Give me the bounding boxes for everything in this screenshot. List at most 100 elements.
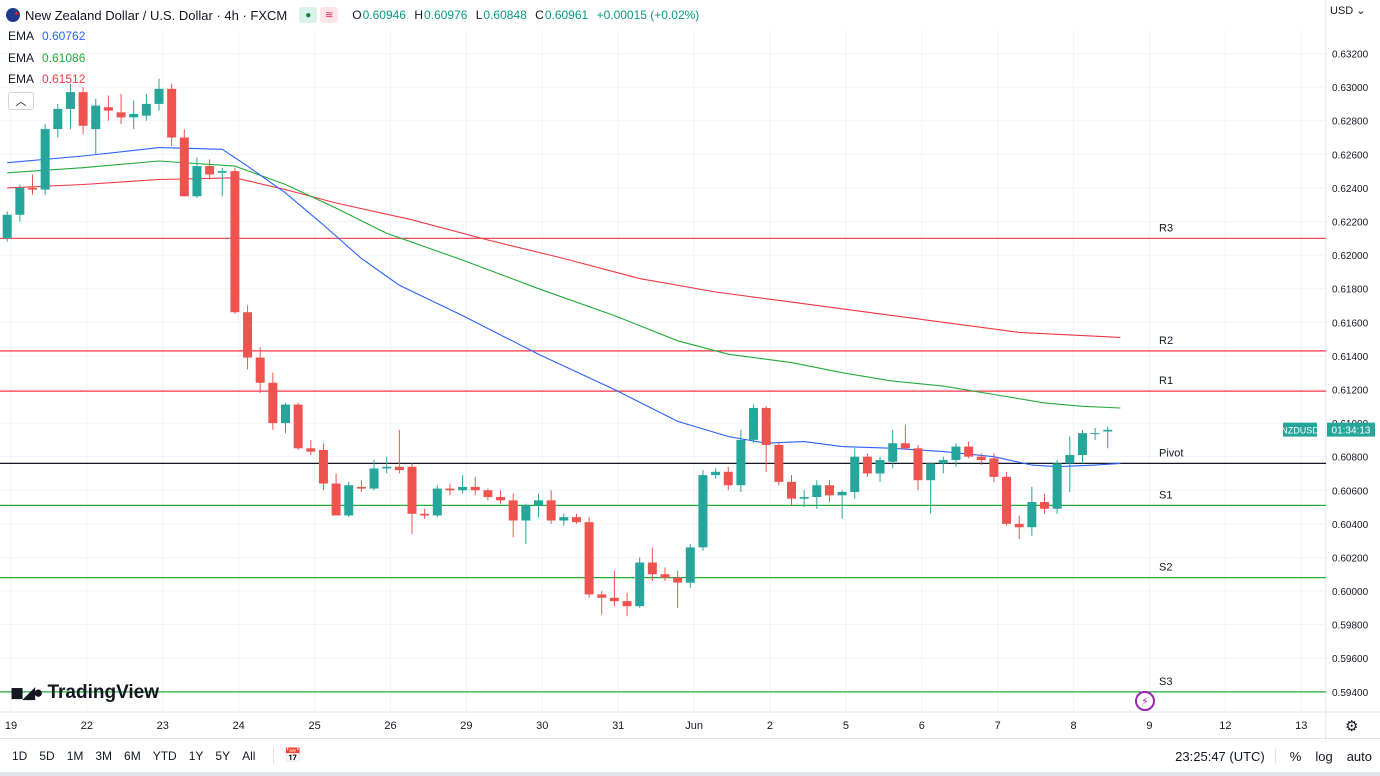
timeframe-6m[interactable]: 6M (124, 748, 141, 763)
market-status-icon[interactable]: ● (299, 7, 318, 23)
candle-body (40, 129, 50, 190)
candle-body (597, 594, 607, 598)
ema-row-3[interactable]: EMA 0.61512 (8, 69, 85, 89)
calendar-icon[interactable]: 📅 (273, 747, 302, 764)
y-tick-label: 0.59600 (1332, 654, 1369, 665)
y-tick-label: 0.60400 (1332, 520, 1369, 531)
logo-text: TradingView (47, 682, 160, 703)
candle-body (382, 466, 392, 469)
candle-body (622, 601, 632, 607)
candle-body (938, 460, 948, 464)
wave-icon[interactable]: ≋ (320, 7, 339, 23)
y-tick-label: 0.62000 (1332, 251, 1369, 262)
candle-body (1090, 433, 1100, 435)
candle-body (888, 443, 898, 462)
change-value: +0.00015 (+0.02%) (596, 8, 700, 22)
y-tick-label: 0.63000 (1332, 83, 1369, 94)
candle-body (989, 458, 999, 477)
tradingview-logo[interactable]: ◼◢● TradingView (10, 682, 159, 704)
candle-body (1002, 476, 1012, 524)
pivot-level-label: S1 (1159, 489, 1172, 501)
x-tick-label: 6 (919, 720, 925, 732)
candle-body (344, 485, 354, 516)
candle-body (673, 577, 683, 583)
candle-body (736, 439, 746, 486)
open-key: O (352, 8, 362, 22)
candle-body (91, 105, 101, 130)
timeframe-5y[interactable]: 5Y (215, 748, 231, 763)
ema-value: 0.60762 (42, 29, 86, 43)
candle-body (926, 463, 936, 481)
log-toggle[interactable]: log (1315, 748, 1333, 764)
candle-body (154, 88, 164, 104)
price-chart[interactable]: 0.63200 0.63000 0.62800 0.62600 0.62400 0.622… (0, 0, 1380, 740)
candle-body (129, 113, 139, 118)
candle-body (445, 488, 455, 491)
candle-body (812, 485, 822, 497)
timeframe-list: 1D 5D 1M 3M 6M YTD 1Y 5Y All (6, 749, 261, 763)
candle-body (685, 547, 695, 583)
countdown-tag-bg (1327, 422, 1375, 437)
candle-body (976, 456, 986, 461)
gear-icon[interactable]: ⚙ (1345, 718, 1359, 735)
candle-body (167, 88, 177, 138)
y-tick-label: 0.59800 (1332, 621, 1369, 632)
candle-body (243, 312, 253, 358)
clock[interactable]: 23:25:47 (UTC) (1175, 748, 1276, 764)
symbol-title[interactable]: New Zealand Dollar / U.S. Dollar · 4h · … (25, 7, 288, 23)
chevron-down-icon: ⌄ (1356, 5, 1366, 17)
open-value: 0.60946 (362, 8, 406, 22)
ohlc-values: O0.60946 H0.60976 L0.60848 C0.60961 +0.0… (352, 8, 704, 22)
y-tick-label: 0.61600 (1332, 318, 1369, 329)
currency-selector[interactable]: USD ⌄ (1330, 4, 1366, 17)
collapse-indicators-button[interactable]: ︿ (8, 92, 34, 110)
y-tick-label: 0.60200 (1332, 553, 1369, 564)
timeframe-3m[interactable]: 3M (95, 748, 113, 763)
pivot-level-label: R1 (1159, 375, 1173, 387)
candle-body (875, 460, 885, 474)
y-tick-label: 0.60600 (1332, 486, 1369, 497)
candle-body (394, 466, 404, 471)
currency-flag-icon (6, 8, 20, 22)
ema-label: EMA (8, 51, 35, 65)
x-tick-label: 7 (995, 720, 1001, 732)
x-tick-label: 8 (1071, 720, 1077, 732)
timeframe-1d[interactable]: 1D (12, 748, 28, 763)
candle-body (1103, 429, 1113, 432)
y-tick-label: 0.61200 (1332, 385, 1369, 396)
ema-row-1[interactable]: EMA 0.60762 (8, 26, 85, 46)
candle-body (1052, 463, 1062, 509)
ema-label: EMA (8, 72, 35, 86)
timeframe-1y[interactable]: 1Y (188, 748, 204, 763)
candle-body (318, 449, 328, 484)
percent-toggle[interactable]: % (1289, 748, 1302, 764)
candle-body (470, 486, 480, 491)
x-tick-label: 5 (843, 720, 849, 732)
pivot-level-label: R3 (1159, 222, 1173, 234)
candle-body (217, 171, 227, 173)
candle-body (205, 166, 215, 175)
candle-body (432, 488, 442, 516)
candle-body (584, 522, 594, 595)
candle-body (913, 448, 923, 481)
candle-body (369, 468, 379, 489)
candle-body (306, 448, 316, 452)
x-tick-label: 23 (157, 720, 169, 732)
candle-body (1014, 523, 1024, 528)
candle-body (837, 491, 847, 496)
x-tick-label: 2 (767, 720, 773, 732)
candle-body (521, 505, 531, 521)
timeframe-1m[interactable]: 1M (66, 748, 84, 763)
timeframe-all[interactable]: All (242, 748, 256, 763)
lightning-icon[interactable]: ⚡ (1135, 691, 1155, 711)
countdown-tag: 01:34:13 (1332, 426, 1371, 437)
auto-toggle[interactable]: auto (1346, 748, 1372, 764)
ema-row-2[interactable]: EMA 0.61086 (8, 48, 85, 68)
timeframe-ytd[interactable]: YTD (152, 748, 177, 763)
candle-body (65, 92, 75, 109)
candle-body (824, 485, 834, 496)
candle-body (774, 444, 784, 482)
timeframe-5d[interactable]: 5D (39, 748, 55, 763)
candle-body (609, 597, 619, 602)
x-tick-label: 22 (81, 720, 93, 732)
